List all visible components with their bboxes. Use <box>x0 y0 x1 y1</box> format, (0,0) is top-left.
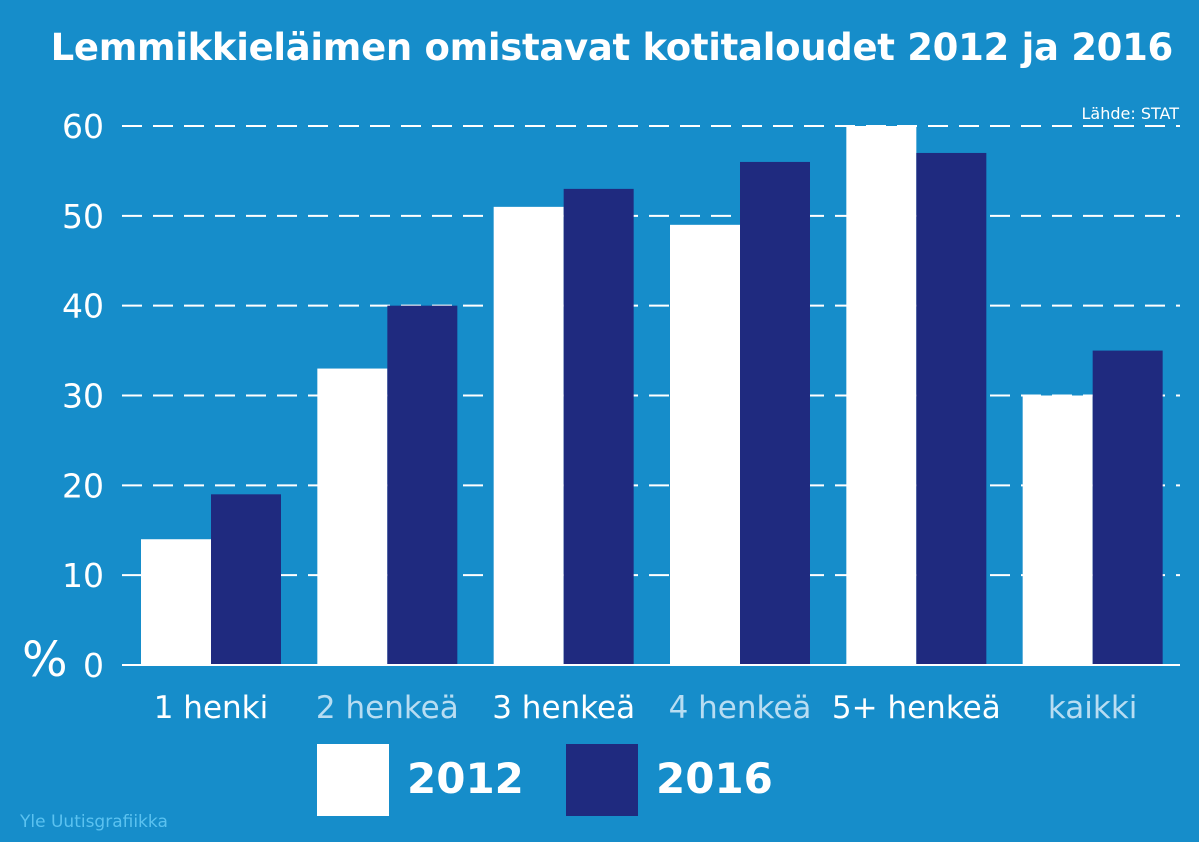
credit-label: Yle Uutisgrafiikka <box>20 812 168 832</box>
y-tick-label: 30 <box>62 377 104 416</box>
x-tick-label: 2 henkeä <box>316 690 459 726</box>
x-tick-label: 5+ henkeä <box>832 690 1001 726</box>
y-tick-label: 40 <box>62 287 104 326</box>
bar-2012-1 <box>317 368 388 665</box>
y-tick-label: 10 <box>62 556 104 595</box>
source-label: Lähde: STAT <box>1081 104 1180 123</box>
bar-2012-3 <box>670 224 740 666</box>
bar-2012-5 <box>1022 395 1093 665</box>
legend-label-2012: 2012 <box>407 754 524 803</box>
x-tick-label: kaikki <box>1048 690 1138 726</box>
x-tick-label: 4 henkeä <box>669 690 812 726</box>
bar-2012-4 <box>846 126 917 665</box>
chart-title: Lemmikkieläimen omistavat kotitaloudet 2… <box>50 26 1174 69</box>
legend-label-2016: 2016 <box>656 754 773 803</box>
bar-2012-0 <box>141 539 211 665</box>
y-tick-label: 0 <box>83 646 104 685</box>
y-axis-label: % <box>22 632 68 688</box>
legend-swatch-2016 <box>566 744 638 816</box>
x-tick-label: 3 henkeä <box>492 690 635 726</box>
bar-2016-1 <box>387 305 458 665</box>
bar-2016-2 <box>563 188 634 665</box>
bar-2016-3 <box>740 161 810 665</box>
y-tick-label: 60 <box>62 107 104 146</box>
x-tick-label: 1 henki <box>154 690 269 726</box>
bar-2016-4 <box>916 152 987 665</box>
bar-2016-5 <box>1092 350 1163 665</box>
legend-swatch-2012 <box>317 744 389 816</box>
y-tick-label: 50 <box>62 197 104 236</box>
bar-2016-0 <box>211 494 281 665</box>
y-tick-label: 20 <box>62 466 104 505</box>
bar-2012-2 <box>493 206 564 665</box>
